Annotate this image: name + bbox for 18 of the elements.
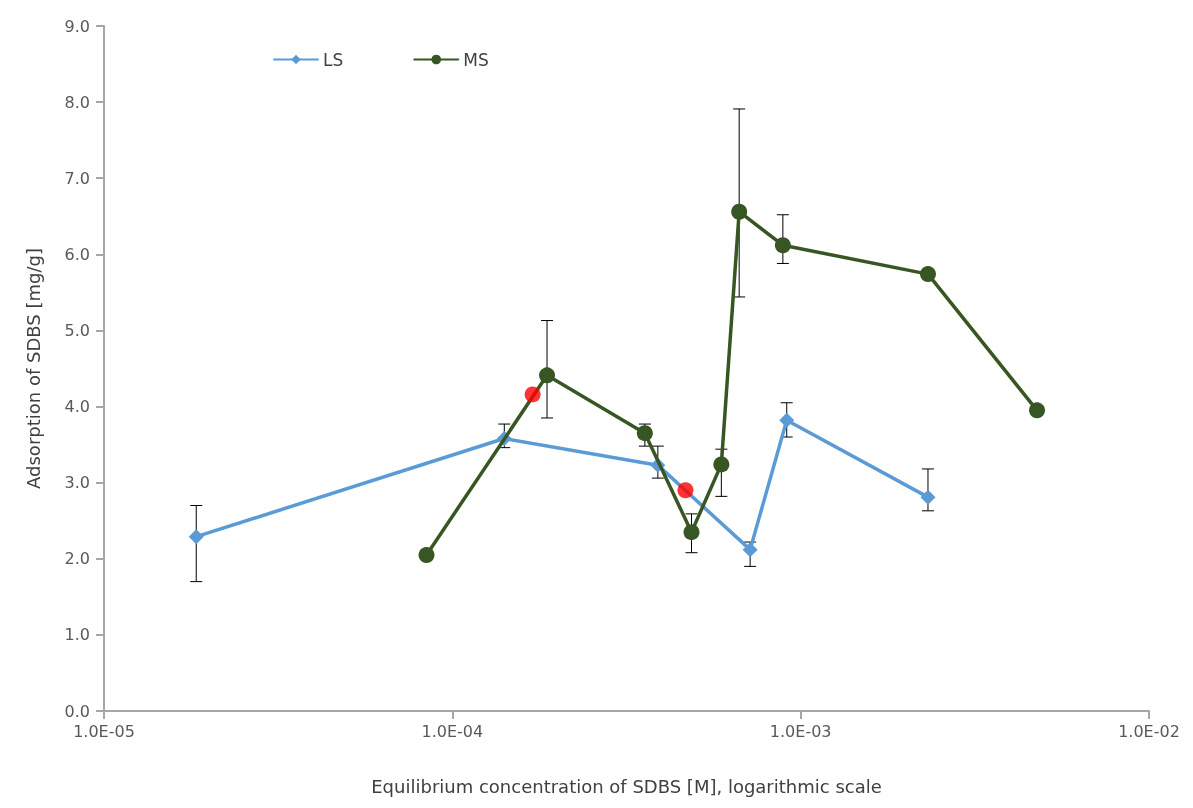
x-axis-title: Equilibrium concentration of SDBS [M], logarithmic scale — [371, 775, 882, 797]
x-tick-label: 1.0E-05 — [73, 721, 135, 741]
y-tick-label: 3.0 — [64, 473, 90, 493]
y-tick-label: 7.0 — [64, 168, 90, 188]
x-tick-label: 1.0E-04 — [421, 721, 484, 741]
y-tick-label: 9.0 — [64, 16, 90, 36]
legend-label: MS — [463, 49, 489, 70]
y-tick-label: 4.0 — [64, 397, 90, 417]
y-tick-label: 6.0 — [64, 244, 90, 264]
y-tick-label: 5.0 — [64, 320, 90, 340]
x-tick-label: 1.0E-03 — [769, 721, 832, 741]
y-tick-label: 2.0 — [64, 549, 90, 569]
y-tick-label: 0.0 — [64, 701, 90, 721]
y-axis-title: Adsorption of SDBS [mg/g] — [22, 248, 44, 489]
x-tick-label: 1.0E-02 — [1118, 721, 1180, 741]
legend-label: LS — [323, 49, 344, 70]
y-tick-label: 8.0 — [64, 92, 90, 112]
y-tick-label: 1.0 — [64, 625, 90, 645]
